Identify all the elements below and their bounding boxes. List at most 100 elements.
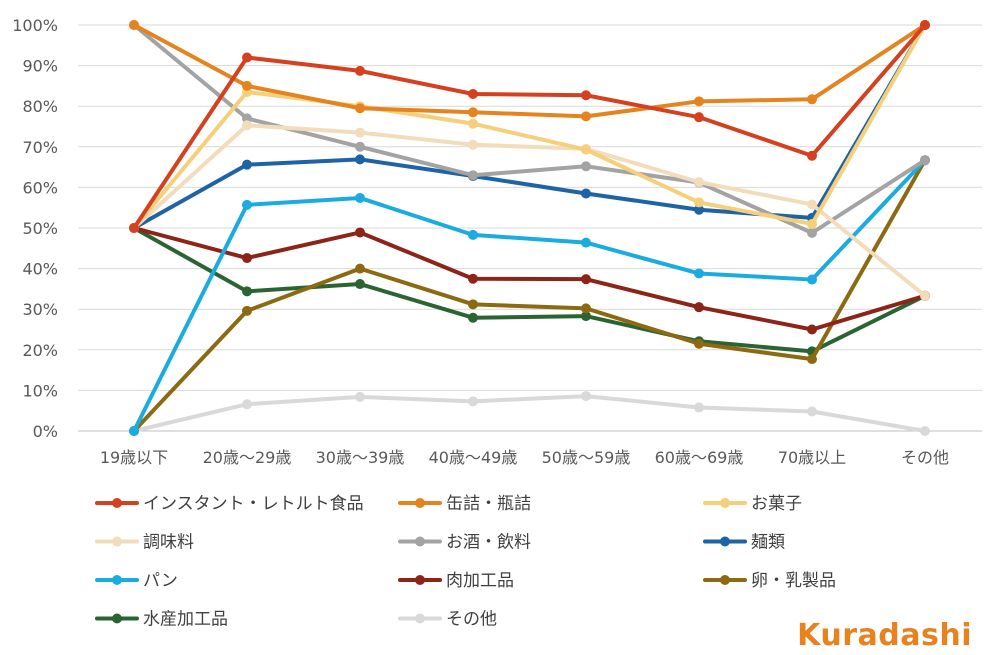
- y-tick-label: 10%: [22, 381, 58, 400]
- data-point: [468, 107, 478, 118]
- series-パン: [129, 155, 930, 436]
- series-水産加工品: [129, 223, 930, 357]
- data-point: [355, 279, 365, 290]
- y-tick-label: 100%: [12, 16, 58, 35]
- data-point: [355, 227, 365, 238]
- data-point: [355, 263, 365, 274]
- data-point: [581, 90, 591, 101]
- data-point: [581, 311, 591, 322]
- data-point: [468, 139, 478, 150]
- data-point: [581, 237, 591, 248]
- x-tick-label: 70歳以上: [778, 448, 846, 467]
- legend-label: 缶詰・瓶詰: [446, 494, 531, 514]
- legend-label: その他: [446, 610, 497, 630]
- series-lines: [129, 20, 930, 436]
- data-point: [242, 159, 252, 170]
- legend-label: 肉加工品: [446, 571, 514, 591]
- legend-marker: [415, 536, 425, 547]
- data-point: [468, 299, 478, 310]
- data-point: [694, 204, 704, 215]
- data-point: [581, 144, 591, 155]
- series-line: [132, 226, 927, 332]
- data-point: [807, 354, 817, 365]
- series-調味料: [129, 120, 930, 301]
- data-point: [581, 391, 591, 402]
- series-缶詰・瓶詰: [129, 20, 930, 122]
- x-tick-label: 19歳以下: [100, 448, 168, 467]
- data-point: [694, 177, 704, 188]
- data-point: [242, 399, 252, 410]
- legend-item: 卵・乳製品: [703, 571, 836, 591]
- data-point: [242, 305, 252, 316]
- y-axis-ticks: 0% 10% 20% 30% 40% 50% 60% 70% 80% 90% 100%: [12, 16, 58, 441]
- data-point: [920, 155, 930, 166]
- data-point: [694, 338, 704, 349]
- data-point: [355, 192, 365, 203]
- gridlines: [78, 24, 982, 432]
- kuradashi-logo: Kuradashi: [797, 618, 972, 653]
- data-point: [468, 170, 478, 181]
- data-point: [355, 127, 365, 138]
- data-point: [242, 253, 252, 264]
- data-point: [694, 268, 704, 279]
- data-point: [129, 426, 139, 436]
- x-tick-label: 50歳～59歳: [542, 448, 631, 467]
- legend-item: 調味料: [95, 533, 194, 553]
- data-point: [468, 229, 478, 240]
- data-point: [920, 426, 930, 436]
- series-line: [132, 23, 927, 119]
- series-line: [132, 23, 927, 230]
- data-point: [468, 396, 478, 407]
- legend-marker: [112, 498, 122, 508]
- y-tick-label: 90%: [22, 57, 58, 76]
- data-point: [807, 406, 817, 417]
- data-point: [920, 20, 930, 30]
- legend-item: 水産加工品: [95, 610, 228, 630]
- data-point: [807, 218, 817, 229]
- data-point: [242, 52, 252, 63]
- legend-item: お酒・飲料: [398, 533, 531, 553]
- data-point: [468, 312, 478, 323]
- data-point: [920, 290, 930, 301]
- data-point: [694, 96, 704, 107]
- data-point: [355, 391, 365, 402]
- data-point: [355, 141, 365, 152]
- series-line: [132, 23, 927, 230]
- data-point: [355, 103, 365, 114]
- data-point: [581, 188, 591, 199]
- legend-label: お酒・飲料: [446, 533, 531, 553]
- data-point: [581, 274, 591, 285]
- legend-label: インスタント・レトルト食品: [143, 494, 364, 514]
- series-line: [132, 23, 927, 230]
- legend-marker: [112, 575, 122, 585]
- series-line: [132, 394, 927, 433]
- legend-item: その他: [398, 610, 497, 630]
- series-line: [132, 226, 927, 354]
- y-tick-label: 20%: [22, 341, 58, 360]
- legend-marker: [415, 498, 425, 508]
- data-point: [468, 273, 478, 284]
- data-point: [242, 120, 252, 131]
- legend-item: 麺類: [703, 533, 785, 553]
- y-tick-label: 0%: [33, 422, 58, 441]
- legend-item: 缶詰・瓶詰: [398, 494, 531, 514]
- data-point: [355, 65, 365, 76]
- series-その他: [129, 391, 930, 436]
- y-tick-label: 30%: [22, 300, 58, 319]
- legend-marker: [112, 613, 122, 624]
- series-インスタント・レトルト食品: [129, 20, 930, 233]
- data-point: [694, 402, 704, 413]
- data-point: [807, 199, 817, 210]
- legend-label: お菓子: [751, 494, 802, 514]
- data-point: [468, 89, 478, 100]
- data-point: [581, 111, 591, 122]
- legend-marker: [112, 536, 122, 547]
- y-tick-label: 40%: [22, 260, 58, 279]
- data-point: [355, 154, 365, 165]
- x-axis-ticks: 19歳以下 20歳～29歳 30歳～39歳 40歳～49歳 50歳～59歳 60歳～69歳…: [100, 448, 949, 467]
- data-point: [242, 80, 252, 91]
- data-point: [242, 199, 252, 210]
- legend-label: 卵・乳製品: [751, 571, 836, 591]
- data-point: [468, 118, 478, 129]
